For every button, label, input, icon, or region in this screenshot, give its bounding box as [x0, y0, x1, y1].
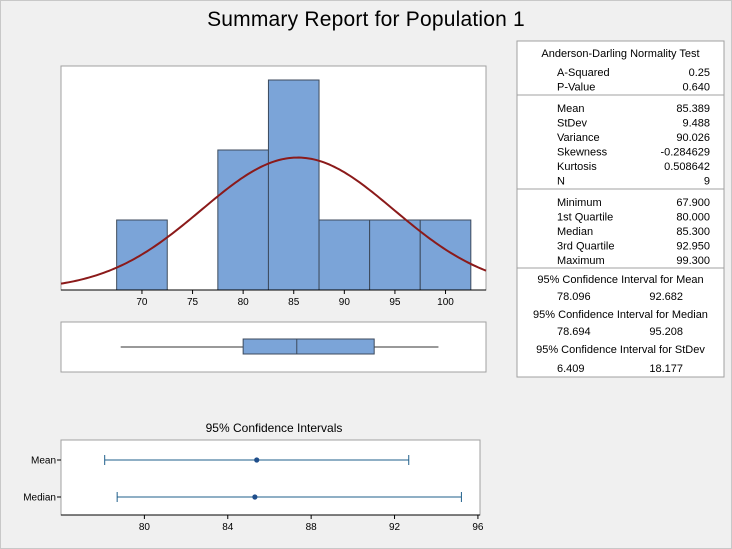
moment-stat-value: 85.389: [676, 103, 710, 115]
histogram-x-tick-label: 100: [437, 297, 454, 308]
quantile-stat-label: Median: [557, 226, 593, 238]
ci-block-low: 78.694: [557, 326, 591, 338]
quantile-stat-label: 1st Quartile: [557, 212, 613, 224]
ci-block-header: 95% Confidence Interval for StDev: [536, 344, 705, 356]
ci-chart-title: 95% Confidence Intervals: [206, 421, 343, 435]
ci-point-estimate: [252, 494, 258, 500]
moment-stat-label: Mean: [557, 103, 585, 115]
page-title: Summary Report for Population 1: [207, 8, 525, 31]
ci-block-high: 18.177: [649, 363, 683, 375]
quantile-stat-value: 85.300: [676, 226, 710, 238]
ad-stat-value: 0.25: [689, 67, 710, 79]
histogram-bar: [318, 219, 371, 291]
ci-category-label: Median: [23, 493, 56, 504]
ci-block-header: 95% Confidence Interval for Mean: [537, 274, 703, 286]
ad-stat-label: A-Squared: [557, 67, 610, 79]
quantile-stat-value: 67.900: [676, 197, 710, 209]
histogram-x-tick-label: 70: [136, 297, 148, 308]
ci-x-tick-label: 84: [222, 522, 234, 533]
quantile-stat-label: Maximum: [557, 255, 605, 267]
histogram-x-tick-label: 80: [238, 297, 250, 308]
ci-category-label: Mean: [31, 456, 56, 467]
moment-stat-label: Variance: [557, 132, 600, 144]
histogram-bar: [419, 219, 472, 291]
normal-curve: [60, 156, 487, 285]
quantile-stat-value: 92.950: [676, 241, 710, 253]
ci-x-tick-label: 96: [472, 522, 484, 533]
histogram-bar: [217, 149, 269, 291]
moment-stat-value: -0.284629: [660, 147, 710, 159]
boxplot-box: [242, 338, 375, 355]
histogram-x-tick-label: 75: [187, 297, 199, 308]
moment-stat-value: 9.488: [682, 118, 710, 130]
moment-stat-value: 90.026: [676, 132, 710, 144]
ci-point-estimate: [254, 457, 260, 463]
quantile-stat-label: Minimum: [557, 197, 602, 209]
ci-plot-area: [60, 439, 481, 516]
ci-x-tick-label: 80: [139, 522, 151, 533]
ad-stat-value: 0.640: [682, 82, 710, 94]
ci-block-high: 95.208: [649, 326, 683, 338]
histogram-x-tick-label: 90: [339, 297, 351, 308]
histogram-x-tick-label: 85: [288, 297, 300, 308]
ci-block-header: 95% Confidence Interval for Median: [533, 309, 708, 321]
ci-x-tick-label: 92: [389, 522, 401, 533]
histogram-bar: [369, 219, 421, 291]
moment-stat-label: StDev: [557, 118, 587, 130]
moment-stat-label: Skewness: [557, 147, 608, 159]
histogram-x-tick-label: 95: [389, 297, 401, 308]
quantile-stat-value: 99.300: [676, 255, 710, 267]
ci-block-low: 78.096: [557, 291, 591, 303]
quantile-stat-value: 80.000: [676, 212, 710, 224]
quantile-stat-label: 3rd Quartile: [557, 241, 614, 253]
ci-block-low: 6.409: [557, 363, 585, 375]
moment-stat-label: N: [557, 176, 565, 188]
ad-stat-label: P-Value: [557, 82, 595, 94]
histogram-bar: [267, 79, 320, 291]
ci-block-high: 92.682: [649, 291, 683, 303]
ci-x-tick-label: 88: [306, 522, 318, 533]
moment-stat-label: Kurtosis: [557, 161, 597, 173]
moment-stat-value: 0.508642: [664, 161, 710, 173]
moment-stat-value: 9: [704, 176, 710, 188]
stats-panel: [516, 40, 725, 378]
ad-test-header: Anderson-Darling Normality Test: [541, 48, 699, 60]
